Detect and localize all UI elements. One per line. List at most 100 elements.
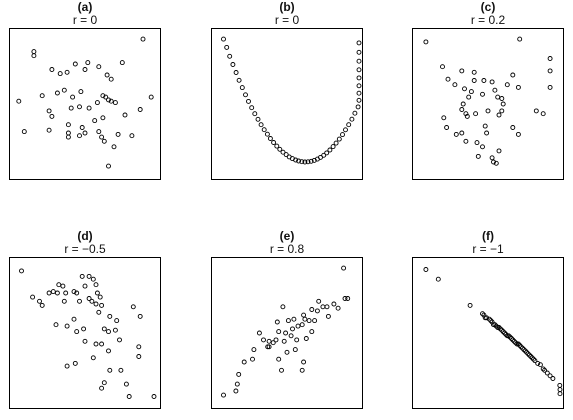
scatter-point — [61, 298, 67, 304]
scatter-point — [299, 159, 305, 165]
scatter-point — [106, 97, 111, 103]
scatter-point — [280, 149, 286, 155]
scatter-point — [108, 76, 114, 82]
scatter-point — [100, 93, 106, 99]
scatter-point — [343, 127, 348, 133]
scatter-point — [106, 329, 111, 335]
scatter-point — [65, 134, 71, 140]
scatter-point — [480, 311, 485, 317]
scatter-point — [520, 345, 525, 351]
scatter-point — [126, 394, 132, 399]
scatter-panel-e: (e) r = 0.8 — [211, 230, 363, 409]
scatter-point — [452, 82, 458, 88]
scatter-point — [444, 125, 450, 130]
scatter-point — [459, 107, 465, 112]
scatter-point — [49, 113, 55, 119]
scatter-point — [63, 290, 69, 296]
scatter-point — [301, 359, 307, 365]
scatter-point — [236, 77, 242, 83]
scatter-point — [54, 90, 60, 96]
scatter-point — [107, 367, 113, 373]
scatter-point — [471, 69, 477, 75]
scatter-point — [261, 337, 266, 343]
scatter-point — [266, 338, 272, 344]
scatter-point — [356, 83, 362, 89]
scatter-point — [340, 132, 345, 138]
scatter-point — [316, 298, 322, 304]
panel-correlation-label: r = 0.2 — [470, 13, 506, 27]
scatter-point — [474, 140, 480, 146]
scatter-point — [294, 337, 300, 343]
scatter-point — [445, 76, 451, 82]
scatter-point — [280, 304, 286, 310]
scatter-point — [491, 159, 496, 165]
scatter-point — [64, 363, 70, 369]
scatter-point — [463, 111, 469, 117]
scatter-point — [236, 371, 242, 377]
scatter-point — [276, 356, 282, 362]
scatter-point — [137, 313, 143, 319]
scatter-point — [108, 98, 114, 104]
scatter-point — [271, 140, 277, 145]
scatter-point — [101, 380, 107, 386]
scatter-point — [61, 87, 67, 93]
scatter-point — [518, 344, 524, 350]
scatter-point — [489, 319, 495, 325]
scatter-point — [106, 163, 111, 169]
scatter-point — [74, 329, 80, 335]
scatter-point — [256, 330, 262, 336]
scatter-point — [39, 93, 45, 99]
scatter-point — [306, 318, 312, 324]
scatter-point — [106, 348, 111, 354]
scatter-point — [21, 129, 27, 135]
plot-frame — [9, 257, 161, 409]
scatter-point — [234, 381, 240, 387]
scatter-point — [528, 354, 534, 359]
scatter-point — [82, 283, 88, 289]
scatter-point — [492, 87, 498, 93]
scatter-point — [492, 322, 498, 328]
scatter-point — [140, 36, 146, 42]
panel-correlation-label: r = −1 — [472, 242, 504, 256]
scatter-point — [103, 94, 109, 100]
scatter-point — [284, 349, 290, 355]
scatter-point — [137, 107, 143, 112]
scatter-point — [93, 282, 99, 288]
scatter-point — [273, 337, 279, 343]
scatter-point — [296, 158, 302, 164]
scatter-point — [78, 89, 84, 95]
scatter-point — [547, 373, 553, 379]
scatter-point — [221, 392, 226, 398]
scatter-point — [65, 130, 71, 136]
scatter-point — [423, 39, 429, 45]
scatter-point — [122, 112, 128, 118]
scatter-point — [299, 367, 305, 373]
scatter-point — [531, 356, 536, 362]
scatter-point — [65, 122, 71, 128]
scatter-point — [464, 113, 470, 119]
scatter-point — [517, 342, 523, 348]
scatter-point — [129, 133, 135, 139]
scatter-point — [96, 129, 102, 135]
scatter-point — [493, 323, 499, 329]
scatter-point — [99, 302, 105, 308]
scatter-point — [49, 67, 55, 72]
scatter-point — [303, 336, 309, 341]
scatter-point — [285, 318, 291, 324]
scatter-point — [112, 100, 118, 106]
scatter-point — [515, 84, 521, 90]
scatter-point — [503, 331, 509, 337]
scatter-point — [117, 337, 122, 343]
scatter-point — [86, 296, 92, 301]
scatter-point — [482, 123, 488, 129]
scatter-point — [72, 360, 78, 366]
scatter-point — [81, 326, 87, 332]
scatter-panel-c: (c) r = 0.2 — [412, 1, 564, 180]
scatter-point — [356, 90, 362, 96]
scatter-plot — [9, 257, 161, 409]
scatter-point — [82, 130, 88, 136]
scatter-point — [462, 86, 467, 92]
scatter-point — [435, 276, 441, 282]
scatter-point — [510, 337, 516, 343]
scatter-point — [441, 115, 447, 121]
